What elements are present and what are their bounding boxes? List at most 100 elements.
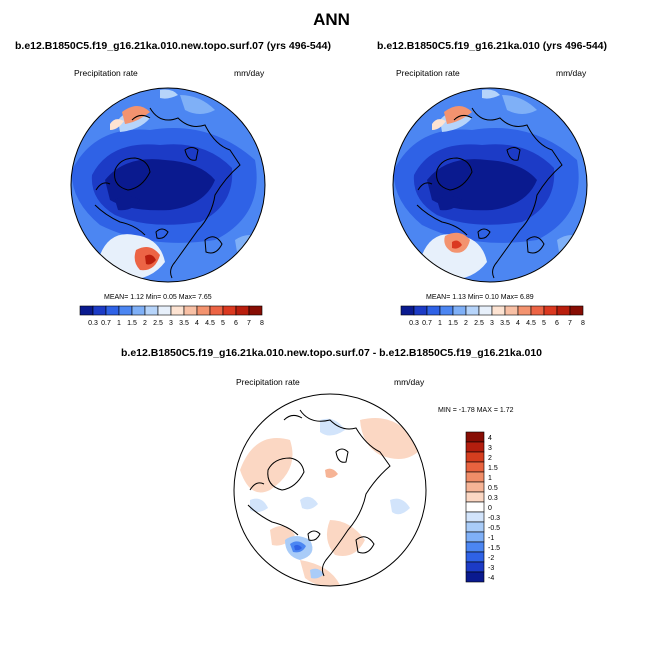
panel-1-colorbar-tick: 4: [195, 320, 199, 327]
panel-2-colorbar-tick: 3: [490, 320, 494, 327]
panel-2-colorbar-box: [569, 305, 584, 316]
panel-1-colorbar-tick: 2: [143, 320, 147, 327]
diff-colorbar-box: [465, 501, 485, 513]
panel-1-colorbar-box: [92, 305, 107, 316]
diff-colorbar-box: [465, 481, 485, 493]
panel-2-colorbar-box: [517, 305, 532, 316]
panel-1-stats: MEAN= 1.12 Min= 0.05 Max= 7.65: [104, 294, 212, 301]
panel-2-colorbar-box: [478, 305, 493, 316]
panel-2-colorbar-tick: 3.5: [500, 320, 510, 327]
panel-1-colorbar-box: [79, 305, 94, 316]
panel-1-colorbar-tick: 6: [234, 320, 238, 327]
diff-colorbar-tick: 4: [488, 435, 492, 442]
panel-1-colorbar-tick: 0.7: [101, 320, 111, 327]
diff-colorbar-box: [465, 531, 485, 543]
panel-1-colorbar-box: [183, 305, 198, 316]
panel-1-max: 7.65: [198, 294, 212, 301]
panel-1-colorbar-tick: 7: [247, 320, 251, 327]
panel-2-colorbar-tick: 4: [516, 320, 520, 327]
panel-2-colorbar-tick: 0.3: [409, 320, 419, 327]
panel-1-map: [70, 87, 266, 283]
panel-2-colorbar-box: [439, 305, 454, 316]
panel-2-min: 0.10: [485, 294, 499, 301]
panel-1-colorbar-tick: 1.5: [127, 320, 137, 327]
panel-1-colorbar-tick: 3: [169, 320, 173, 327]
diff-title: b.e12.B1850C5.f19_g16.21ka.010.new.topo.…: [120, 347, 543, 359]
diff-colorbar-tick: -0.3: [488, 515, 500, 522]
panel-2-min-label: Min=: [467, 294, 484, 301]
diff-minmax: MIN = -1.78 MAX = 1.72: [438, 407, 514, 414]
panel-2-colorbar-box: [543, 305, 558, 316]
panel-1-colorbar-tick: 8: [260, 320, 264, 327]
diff-colorbar-tick: -4: [488, 575, 494, 582]
diff-colorbar-box: [465, 471, 485, 483]
diff-colorbar-box: [465, 461, 485, 473]
panel-1-colorbar-box: [248, 305, 263, 316]
panel-1-colorbar: 0.3 0.7 1 1.5 2 2.5 3 3.5 4 4.5 5 6 7 8: [79, 305, 264, 327]
panel-2-colorbar-tick: 2: [464, 320, 468, 327]
panel-2-colorbar-tick: 2.5: [474, 320, 484, 327]
diff-colorbar-tick: -2: [488, 555, 494, 562]
panel-1-colorbar-box: [131, 305, 146, 316]
diff-colorbar-tick: 3: [488, 445, 492, 452]
panel-2-colorbar-box: [465, 305, 480, 316]
panel-2-colorbar-tick: 5: [542, 320, 546, 327]
diff-colorbar-tick: -1.5: [488, 545, 500, 552]
panel-1-colorbar-box: [144, 305, 159, 316]
panel-1-units: mm/day: [234, 68, 265, 78]
panel-1-mean-label: MEAN=: [104, 294, 129, 301]
diff-colorbar-box: [465, 521, 485, 533]
panel-2-max: 6.89: [520, 294, 534, 301]
panel-1-colorbar-tick: 5: [221, 320, 225, 327]
diff-colorbar-box: [465, 551, 485, 563]
panel-2-colorbar-box: [400, 305, 415, 316]
panel-2-colorbar-tick: 1.5: [448, 320, 458, 327]
panel-2-stats: MEAN= 1.13 Min= 0.10 Max= 6.89: [426, 294, 534, 301]
panel-2-colorbar-box: [413, 305, 428, 316]
panel-1-colorbar-tick: 2.5: [153, 320, 163, 327]
panel-2-colorbar-tick: 6: [555, 320, 559, 327]
panel-1-variable: Precipitation rate: [74, 68, 138, 78]
panel-1-colorbar-box: [157, 305, 172, 316]
panel-1-min-label: Min=: [145, 294, 162, 301]
panel-2-units: mm/day: [556, 68, 587, 78]
diff-colorbar-box: [465, 541, 485, 553]
panel-2-colorbar-tick: 0.7: [422, 320, 432, 327]
panel-2-variable: Precipitation rate: [396, 68, 460, 78]
diff-colorbar-tick: -1: [488, 535, 494, 542]
diff-colorbar-box: [465, 491, 485, 503]
diff-colorbar-box: [465, 571, 485, 583]
diff-colorbar-tick: -0.5: [488, 525, 500, 532]
panel-1-colorbar-box: [209, 305, 224, 316]
panel-2-mean-label: MEAN=: [426, 294, 451, 301]
diff-map: [233, 393, 427, 587]
panel-2-colorbar-box: [452, 305, 467, 316]
panel-2-colorbar-tick: 4.5: [526, 320, 536, 327]
diff-colorbar-box: [465, 431, 485, 443]
panel-1-colorbar-box: [222, 305, 237, 316]
panel-2-colorbar-box: [491, 305, 506, 316]
panel-2-colorbar: 0.3 0.7 1 1.5 2 2.5 3 3.5 4 4.5 5 6 7 8: [400, 305, 585, 327]
panel-2-title: b.e12.B1850C5.f19_g16.21ka.010 (yrs 496-…: [377, 40, 607, 52]
panel-1-colorbar-tick: 1: [117, 320, 121, 327]
diff-colorbar-box: [465, 561, 485, 573]
panel-2-colorbar-box: [530, 305, 545, 316]
diff-colorbar-box: [465, 511, 485, 523]
diff-colorbar-tick: 0.5: [488, 485, 498, 492]
diff-colorbar-tick: 1: [488, 475, 492, 482]
panel-1-mean: 1.12: [130, 294, 144, 301]
diff-colorbar-box: [465, 451, 485, 463]
panel-2-max-label: Max=: [500, 294, 519, 301]
diff-colorbar-tick: 2: [488, 455, 492, 462]
diff-colorbar-box: [465, 441, 485, 453]
diff-colorbar-tick: 1.5: [488, 465, 498, 472]
panel-2-colorbar-box: [426, 305, 441, 316]
diff-colorbar-tick: -3: [488, 565, 494, 572]
panel-1-colorbar-box: [196, 305, 211, 316]
panel-1-max-label: Max=: [178, 294, 197, 301]
panel-2-colorbar-tick: 1: [438, 320, 442, 327]
panel-1-colorbar-tick: 4.5: [205, 320, 215, 327]
diff-variable: Precipitation rate: [236, 377, 300, 387]
panel-2-colorbar-box: [556, 305, 571, 316]
